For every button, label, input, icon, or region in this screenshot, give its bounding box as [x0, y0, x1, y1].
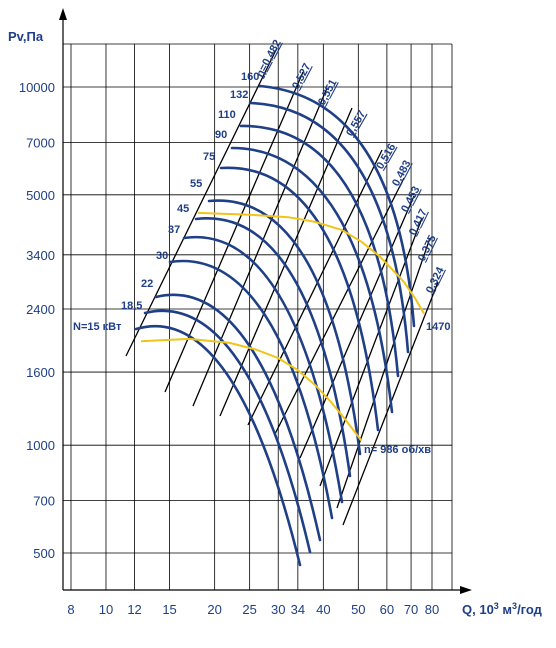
- y-axis-arrow-icon: [59, 8, 67, 20]
- power-curve: [143, 309, 312, 554]
- x-tick-label: 25: [242, 602, 256, 617]
- efficiency-label: 0,551: [316, 77, 340, 107]
- efficiency-line: [247, 149, 383, 426]
- power-label: 37: [168, 224, 180, 236]
- efficiency-line: [336, 237, 431, 509]
- y-tick-label: 7000: [26, 135, 55, 150]
- power-label: 75: [203, 151, 215, 163]
- x-tick-label: 15: [162, 602, 176, 617]
- power-label: 30: [156, 250, 168, 262]
- y-axis-title: Pv,Па: [8, 29, 44, 44]
- speed-curve: [198, 211, 425, 315]
- x-tick-label: 20: [207, 602, 221, 617]
- x-tick-label: 30: [271, 602, 285, 617]
- x-axis-title: Q, 103 м3/год: [462, 601, 543, 617]
- power-curve: [230, 146, 394, 414]
- y-tick-label: 500: [33, 546, 55, 561]
- efficiency-lines: [125, 47, 439, 526]
- x-tick-label: 60: [380, 602, 394, 617]
- power-curve: [239, 124, 400, 378]
- y-tick-label: 10000: [19, 80, 55, 95]
- speed-curve: [140, 337, 363, 442]
- power-curve: [248, 101, 410, 354]
- x-tick-label: 34: [291, 602, 305, 617]
- efficiency-label: 0,557: [344, 109, 368, 139]
- x-axis-arrow-icon: [460, 586, 472, 594]
- power-curve: [219, 166, 380, 432]
- efficiency-label: 0,516: [374, 142, 398, 172]
- power-curves: [134, 84, 416, 567]
- power-label: N=15 кВт: [73, 321, 122, 333]
- power-curve: [258, 84, 416, 328]
- power-curve: [134, 324, 302, 567]
- power-curve: [194, 217, 352, 478]
- x-tick-label: 10: [99, 602, 113, 617]
- efficiency-label: 0,324: [424, 265, 447, 296]
- y-tick-label: 1000: [26, 438, 55, 453]
- x-tick-label: 70: [404, 602, 418, 617]
- speed-label: n= 986 об/хв: [364, 444, 431, 456]
- power-label: 22: [141, 278, 153, 290]
- y-tick-label: 1600: [26, 365, 55, 380]
- x-tick-label: 12: [127, 602, 141, 617]
- power-label: 55: [190, 178, 202, 190]
- power-label: 110: [218, 109, 236, 121]
- power-curve: [154, 293, 322, 542]
- efficiency-line: [219, 107, 353, 417]
- labels: Pv,Па Q, 103 м3/год 8 10 12 15 20 25 30 34 40 50 6…: [8, 29, 543, 617]
- power-curve: [182, 235, 344, 504]
- speed-label: 1470: [426, 321, 450, 333]
- x-tick-label: 80: [425, 602, 439, 617]
- efficiency-line: [192, 87, 328, 407]
- power-curve: [207, 199, 362, 456]
- y-tick-label: 5000: [26, 188, 55, 203]
- power-curve: [168, 259, 334, 520]
- y-tick-label: 700: [33, 494, 55, 509]
- efficiency-line: [125, 47, 278, 357]
- power-label: 45: [177, 203, 189, 215]
- efficiency-label: 0,375: [416, 233, 439, 263]
- speed-curves: [140, 211, 425, 442]
- power-label: 90: [215, 129, 227, 141]
- power-label: 18,5: [121, 300, 142, 312]
- power-label: 160: [241, 71, 259, 83]
- x-tick-label: 40: [316, 602, 330, 617]
- y-tick-label: 3400: [26, 248, 55, 263]
- axes: [59, 8, 472, 594]
- efficiency-label: 0,483: [390, 158, 414, 188]
- y-tick-label: 2400: [26, 302, 55, 317]
- efficiency-line: [299, 195, 415, 459]
- x-tick-label: 8: [67, 602, 74, 617]
- power-label: 132: [230, 89, 248, 101]
- x-tick-label: 50: [351, 602, 365, 617]
